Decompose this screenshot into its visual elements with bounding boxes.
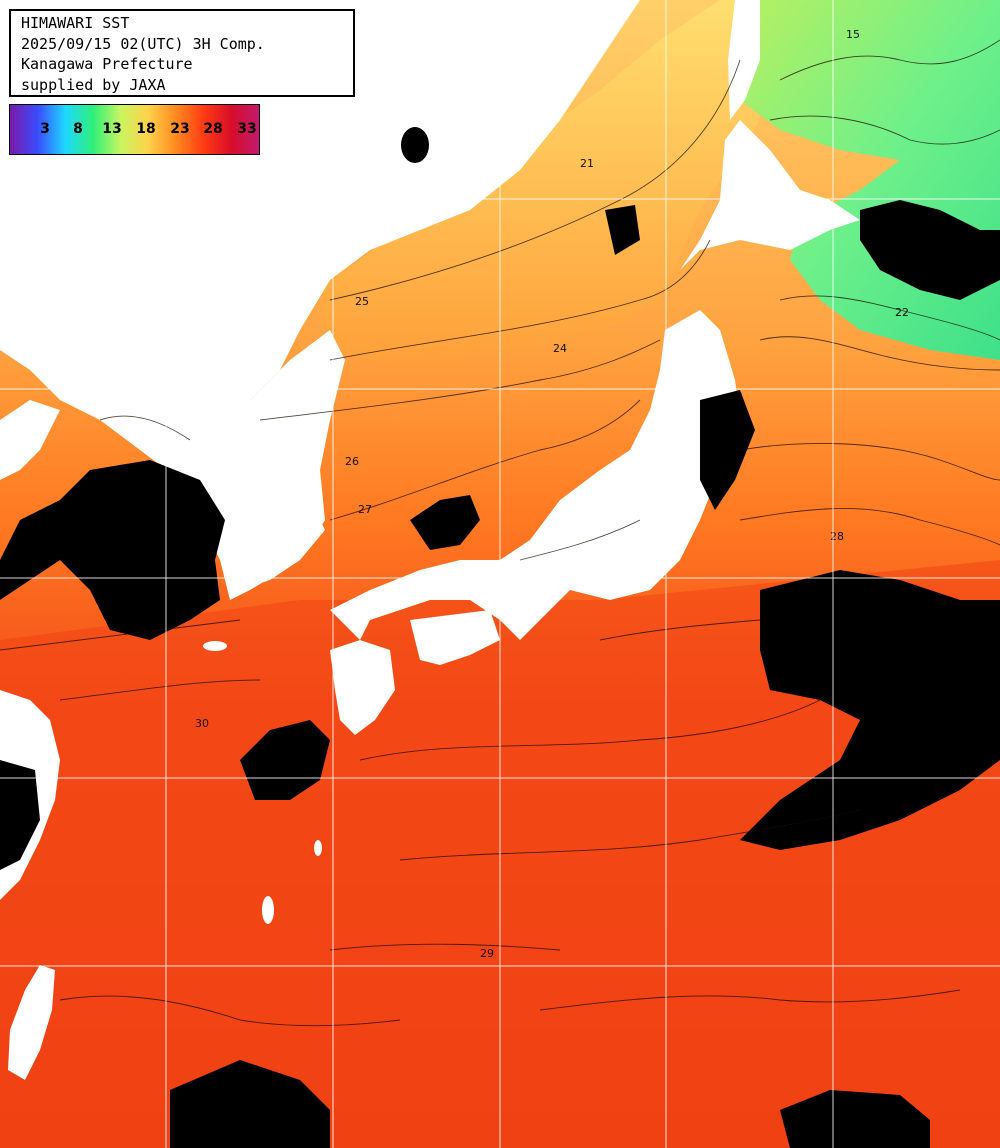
cloud-mask [860,200,1000,300]
legend-tick: 28 [203,121,223,137]
contour-label: 24 [553,342,567,355]
kyushu [330,640,395,735]
island [203,641,227,651]
cloud-mask [700,390,755,510]
peninsula-landmass [0,400,60,480]
title-product: HIMAWARI SST [21,14,130,32]
island [401,127,429,163]
cloud-mask [0,760,40,870]
color-scale-legend: 3 8 13 18 23 28 33 [9,104,260,155]
cloud-mask [0,460,225,640]
legend-tick: 8 [73,121,83,137]
korean-peninsula [225,330,345,590]
title-agency: Kanagawa Prefecture [21,55,193,73]
taiwan [8,965,55,1080]
island [314,840,322,856]
contour-label: 22 [895,306,909,319]
contour-label: 15 [846,28,860,41]
hokkaido [680,120,860,270]
cloud-mask [240,720,330,800]
contour-label: 30 [195,717,209,730]
legend-tick: 3 [40,121,50,137]
legend-tick: 33 [237,121,257,137]
contour-label: 25 [355,295,369,308]
contour-label: 21 [580,157,594,170]
contour-label: 28 [830,530,844,543]
cloud-mask [740,570,1000,850]
cloud-mask [170,1060,330,1148]
honshu [330,310,740,640]
title-datetime: 2025/09/15 02(UTC) 3H Comp. [21,34,265,53]
contour-label: 27 [358,503,372,516]
sakhalin [728,0,760,120]
legend-tick: 23 [170,121,190,137]
title-box: HIMAWARI SST 2025/09/15 02(UTC) 3H Comp.… [9,9,355,97]
legend-tick: 18 [136,121,156,137]
cloud-mask [410,495,480,550]
contour-label: 29 [480,947,494,960]
sea-of-japan-cool-zone [320,0,760,360]
shikoku [410,610,500,665]
cloud-mask [605,205,640,255]
island [262,896,274,924]
title-credit: supplied by JAXA [21,75,166,94]
cloud-mask [780,1090,930,1148]
contour-label: 26 [345,455,359,468]
isotherm-contours [0,39,1000,1027]
legend-tick: 13 [102,121,122,137]
